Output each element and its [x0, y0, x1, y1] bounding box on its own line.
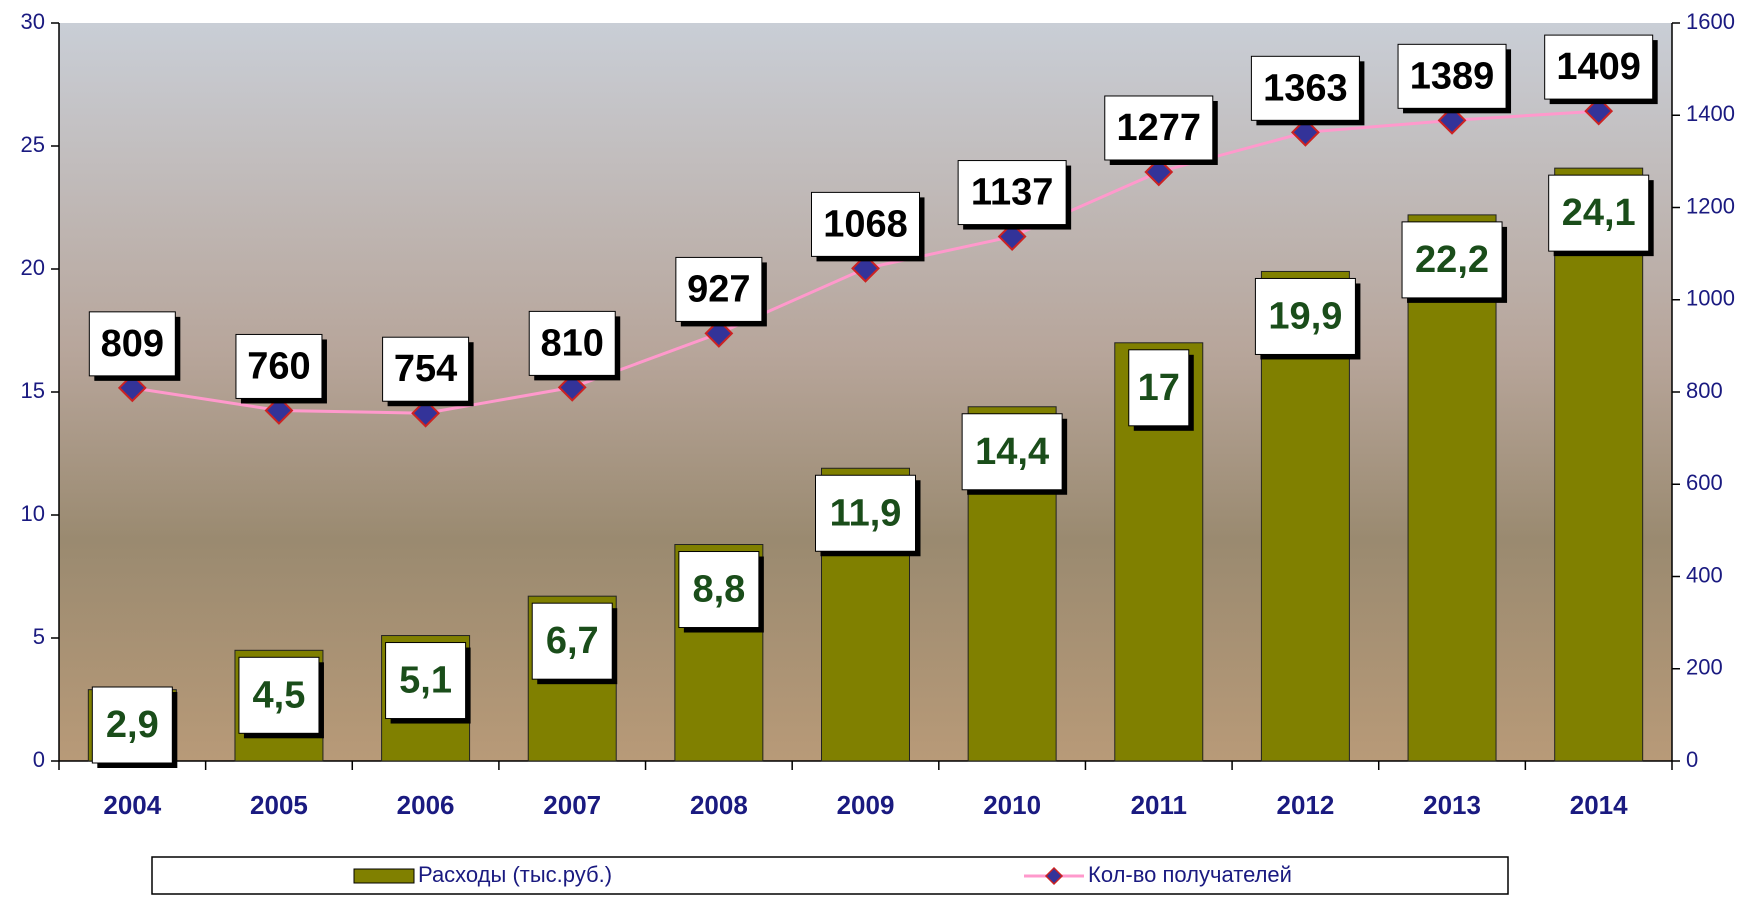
y-tick-label: 10	[21, 501, 45, 526]
bar-label-box	[961, 413, 1063, 491]
legend-label: Расходы (тыс.руб.)	[418, 862, 612, 887]
bar	[1407, 214, 1497, 762]
y-tick-label: 30	[21, 9, 45, 34]
bar-value-label: 22,2	[1415, 239, 1489, 281]
line-marker	[264, 396, 294, 425]
x-tick-label: 2010	[983, 790, 1041, 820]
line-label-box	[382, 336, 470, 402]
line-label-box	[1544, 34, 1654, 100]
bar-label-box	[1254, 277, 1356, 355]
bar-label-box	[1401, 221, 1503, 299]
y-tick-label: 15	[21, 378, 45, 403]
line-value-label: 1363	[1263, 67, 1348, 109]
line-value-label: 1068	[823, 203, 908, 245]
line-marker	[1584, 96, 1614, 126]
line-label-box	[675, 256, 763, 322]
line-marker	[851, 253, 880, 283]
line-marker	[1437, 105, 1467, 135]
x-tick-label: 2008	[690, 790, 748, 820]
x-tick-label: 2009	[837, 790, 895, 820]
line-marker	[1290, 117, 1320, 147]
bar-value-label: 4,5	[253, 674, 306, 716]
x-tick-label: 2012	[1276, 790, 1334, 820]
y2-tick-label: 200	[1686, 655, 1723, 680]
bar-value-label: 6,7	[546, 620, 599, 662]
y2-tick-label: 400	[1686, 562, 1723, 587]
bar-label-box	[1548, 174, 1650, 252]
y2-tick-label: 1600	[1686, 9, 1735, 34]
bar-label-box	[385, 642, 467, 720]
line-value-label: 760	[247, 345, 310, 387]
x-tick-label: 2004	[103, 790, 161, 820]
line-value-label: 1137	[971, 172, 1053, 214]
bar-value-label: 5,1	[399, 660, 452, 702]
bar-label-box	[91, 686, 173, 764]
line-value-label: 1277	[1116, 107, 1201, 149]
x-tick-label: 2013	[1423, 790, 1481, 820]
y2-tick-label: 800	[1686, 378, 1723, 403]
bar-label-box	[1128, 349, 1190, 427]
x-tick-label: 2011	[1131, 790, 1187, 820]
line-value-label: 1389	[1410, 55, 1495, 97]
bar-value-label: 8,8	[692, 569, 745, 611]
line-value-label: 1409	[1556, 46, 1641, 88]
line-value-label: 754	[394, 348, 457, 390]
bar-value-label: 2,9	[106, 704, 159, 746]
line-marker	[557, 372, 587, 402]
line-label-box	[528, 310, 616, 376]
bar-label-box	[678, 551, 760, 629]
legend-label: Кол-во получателей	[1088, 862, 1292, 887]
line-label-box	[1104, 95, 1214, 161]
line-marker	[411, 398, 441, 428]
bar-value-label: 14,4	[975, 431, 1049, 473]
y2-tick-label: 600	[1686, 470, 1723, 495]
x-tick-label: 2006	[397, 790, 455, 820]
line-marker	[997, 222, 1027, 251]
y-tick-label: 5	[33, 624, 45, 649]
bar-label-box	[238, 656, 320, 734]
bar-label-box	[531, 602, 613, 680]
y2-tick-label: 0	[1686, 747, 1698, 772]
bar-value-label: 24,1	[1562, 192, 1636, 234]
y2-tick-label: 1400	[1686, 101, 1735, 126]
x-tick-label: 2014	[1570, 790, 1628, 820]
line-marker	[1144, 157, 1174, 187]
y-tick-label: 20	[21, 255, 45, 280]
line-value-label: 810	[541, 322, 604, 364]
y2-tick-label: 1200	[1686, 193, 1735, 218]
x-tick-label: 2007	[543, 790, 601, 820]
line-value-label: 927	[687, 268, 750, 310]
line-marker	[704, 319, 734, 348]
bar-label-box	[815, 474, 916, 552]
line-label-box	[235, 333, 323, 399]
x-tick-label: 2005	[250, 790, 308, 820]
line-marker	[117, 373, 147, 403]
line-label-box	[1397, 43, 1507, 109]
y2-tick-label: 1000	[1686, 286, 1735, 311]
bar	[1554, 167, 1644, 762]
y-tick-label: 25	[21, 132, 45, 157]
legend-swatch	[353, 868, 415, 884]
bar-value-label: 19,9	[1268, 295, 1342, 337]
line-label-box	[88, 311, 176, 377]
y-tick-label: 0	[33, 747, 45, 772]
line-label-box	[1250, 55, 1360, 121]
line-label-box	[811, 191, 920, 257]
line-label-box	[957, 160, 1067, 226]
bar-value-label: 17	[1138, 367, 1180, 409]
legend-marker	[1044, 866, 1064, 886]
bar-value-label: 11,9	[830, 492, 902, 534]
line-value-label: 809	[101, 323, 164, 365]
